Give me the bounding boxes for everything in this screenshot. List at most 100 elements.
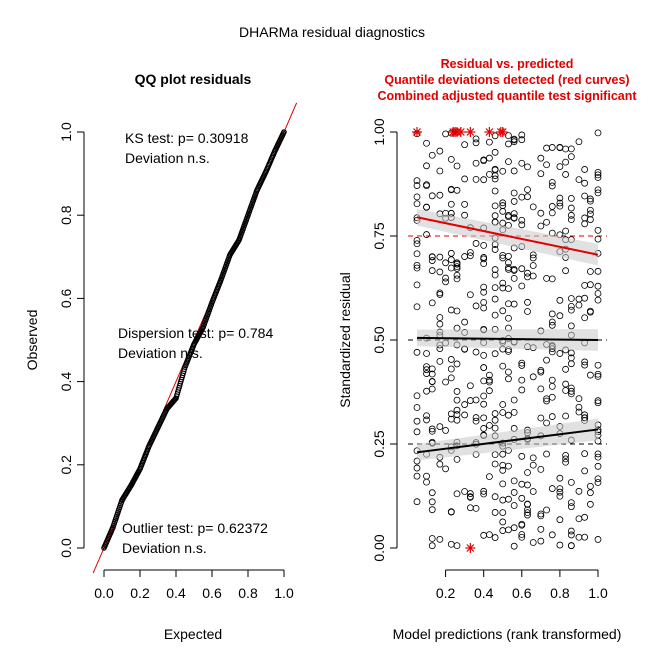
residual-point <box>499 207 507 215</box>
residual-point <box>453 490 461 498</box>
residual-point <box>466 493 474 501</box>
y-tick-label: 0.50 <box>371 326 387 353</box>
residual-point <box>594 226 602 234</box>
residual-point <box>548 203 556 210</box>
residual-point <box>543 450 550 458</box>
residual-y-axis: 0.00 0.25 0.50 0.75 1.00 <box>371 118 398 562</box>
residual-point <box>556 199 564 207</box>
residual-point <box>562 227 570 235</box>
residual-point <box>472 175 480 183</box>
residual-point <box>491 284 499 291</box>
residual-point <box>524 298 531 306</box>
residual-point <box>548 275 556 283</box>
x-tick-label: 0.6 <box>202 585 222 601</box>
outlier-marker <box>412 127 422 137</box>
residual-point <box>581 214 589 222</box>
residual-point <box>428 267 436 274</box>
residual-point <box>567 390 575 398</box>
residual-point <box>543 274 550 282</box>
residual-point <box>505 213 512 221</box>
residual-point <box>581 467 589 475</box>
residual-title-line1: Residual vs. predicted <box>441 57 574 71</box>
residual-point <box>472 159 480 167</box>
residual-point <box>529 251 537 259</box>
residual-point <box>505 300 512 308</box>
figure-title: DHARMa residual diagnostics <box>239 24 425 40</box>
residual-point <box>510 396 518 404</box>
residual-title-line3: Combined adjusted quantile test signific… <box>377 89 637 103</box>
quantile-curve <box>416 428 599 454</box>
residual-point <box>567 527 575 535</box>
residual-point <box>447 540 455 548</box>
residual-point <box>537 154 545 162</box>
residual-point <box>518 136 526 144</box>
residual-point <box>466 490 474 497</box>
residual-point <box>505 495 512 503</box>
residual-point <box>491 175 499 183</box>
residual-point <box>518 520 526 528</box>
residual-point <box>453 307 461 315</box>
x-tick-label: 0.0 <box>94 585 114 601</box>
residual-point <box>428 378 436 385</box>
residual-point <box>518 533 526 541</box>
residual-point <box>548 182 556 190</box>
residual-point <box>491 416 499 424</box>
residual-point <box>562 158 570 166</box>
residual-point <box>537 525 545 533</box>
quantile-curves <box>416 208 599 461</box>
residual-point <box>594 174 602 181</box>
residual-point <box>562 387 570 394</box>
residual-point <box>480 425 488 432</box>
residual-point <box>510 210 518 218</box>
residual-point <box>518 131 526 139</box>
residual-point <box>529 488 537 495</box>
residual-point <box>472 302 480 310</box>
residual-point <box>423 181 430 189</box>
residual-point <box>499 450 507 458</box>
residual-point <box>453 263 461 271</box>
residual-point <box>447 249 455 257</box>
residual-point <box>567 542 575 550</box>
residual-point <box>466 504 474 512</box>
residual-point <box>505 285 512 293</box>
residual-point <box>562 380 570 388</box>
residual-point <box>562 267 570 275</box>
residual-point <box>548 413 556 420</box>
residual-point <box>499 401 507 408</box>
residual-point <box>491 410 499 417</box>
residual-point <box>491 271 499 279</box>
residual-point <box>413 472 421 480</box>
residual-point <box>466 291 474 299</box>
residual-point <box>491 350 499 358</box>
residual-point <box>505 212 512 219</box>
x-tick-label: 0.8 <box>238 585 258 601</box>
residual-point <box>594 129 602 137</box>
residual-point <box>480 176 488 184</box>
residual-point <box>436 268 444 276</box>
residual-point <box>548 531 556 539</box>
residual-point <box>480 392 488 400</box>
residual-point <box>581 314 589 322</box>
residual-point <box>491 148 499 156</box>
residual-point <box>436 147 444 155</box>
residual-point <box>518 193 526 201</box>
residual-point <box>594 450 602 458</box>
residual-point <box>466 252 474 260</box>
residual-point <box>480 298 488 306</box>
residual-point <box>567 195 575 202</box>
residual-point <box>480 241 488 249</box>
qq-points <box>101 129 287 551</box>
residual-point <box>510 135 518 143</box>
residual-point <box>529 254 537 262</box>
residual-point <box>567 499 575 507</box>
residual-point <box>581 179 589 187</box>
x-tick-label: 0.2 <box>436 585 456 601</box>
residual-point <box>472 139 480 147</box>
residual-point <box>537 368 545 376</box>
residual-point <box>505 368 512 376</box>
residual-point <box>529 539 537 546</box>
residual-point <box>453 275 461 283</box>
residual-point <box>436 320 444 328</box>
residual-point <box>423 412 430 420</box>
residual-point <box>529 454 537 462</box>
